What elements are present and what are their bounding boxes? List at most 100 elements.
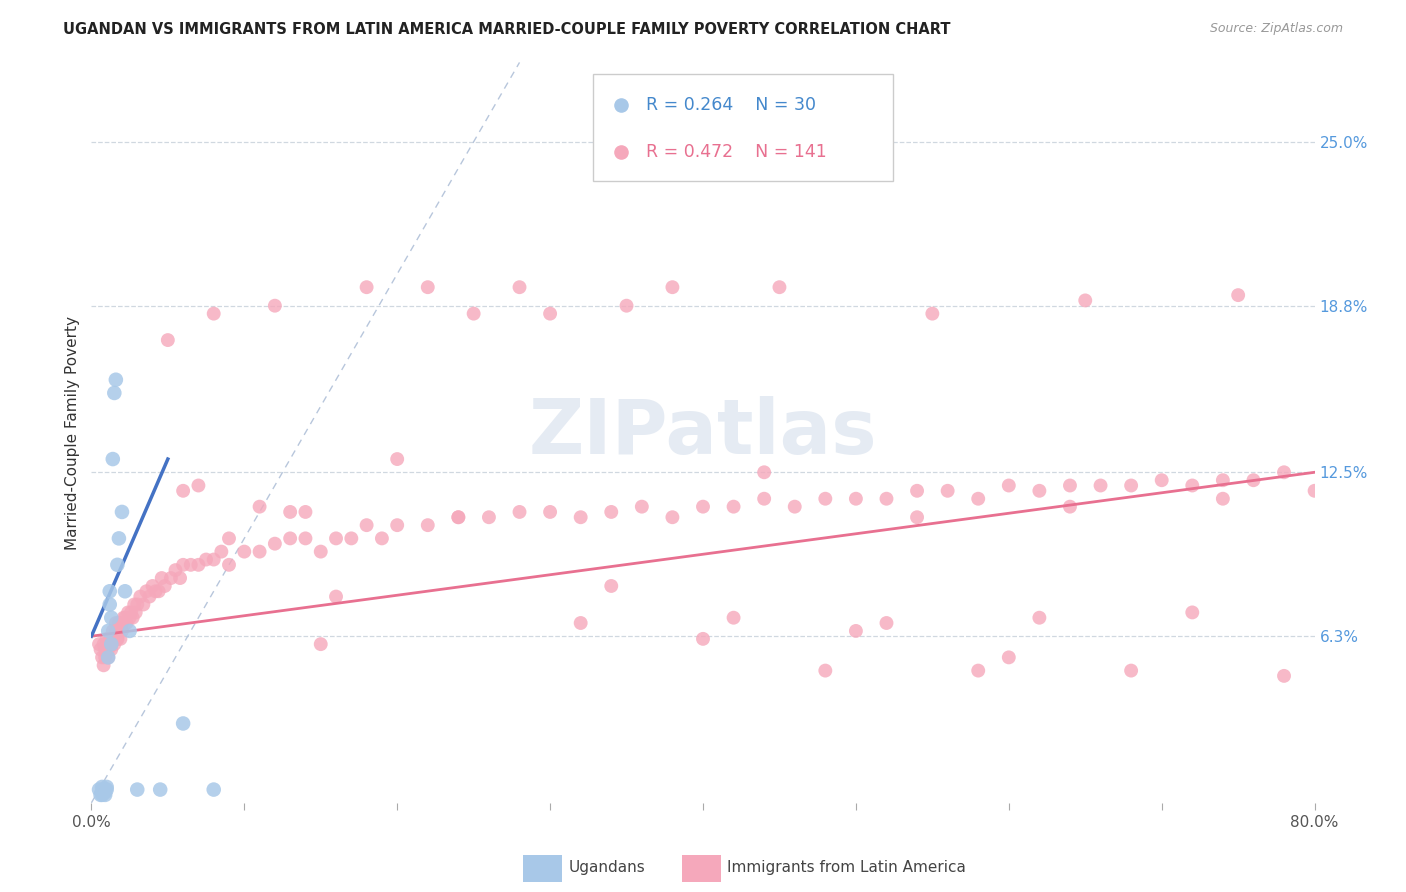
Point bbox=[97, 624, 120, 638]
Point bbox=[141, 579, 163, 593]
Point bbox=[98, 584, 121, 599]
Point bbox=[463, 307, 485, 321]
Point bbox=[356, 280, 378, 294]
Point bbox=[100, 642, 122, 657]
Point bbox=[754, 491, 776, 506]
Point bbox=[94, 650, 117, 665]
Point bbox=[111, 505, 134, 519]
Point bbox=[165, 563, 187, 577]
Point bbox=[616, 299, 638, 313]
Point bbox=[96, 782, 118, 797]
Point bbox=[294, 505, 316, 519]
Point bbox=[723, 610, 745, 624]
Point bbox=[905, 483, 928, 498]
Point bbox=[93, 637, 115, 651]
Point bbox=[921, 307, 943, 321]
Point bbox=[187, 558, 209, 572]
Point bbox=[325, 532, 347, 546]
Point bbox=[118, 610, 141, 624]
FancyBboxPatch shape bbox=[593, 73, 893, 181]
Point bbox=[91, 785, 114, 799]
Point bbox=[104, 373, 127, 387]
Point bbox=[87, 782, 110, 797]
Point bbox=[509, 505, 531, 519]
Point bbox=[783, 500, 806, 514]
Point bbox=[1181, 606, 1204, 620]
Point bbox=[1303, 483, 1326, 498]
Point bbox=[108, 615, 131, 630]
Point bbox=[1212, 491, 1234, 506]
Point bbox=[114, 610, 136, 624]
Point bbox=[101, 452, 124, 467]
Y-axis label: Married-Couple Family Poverty: Married-Couple Family Poverty bbox=[65, 316, 80, 549]
Point bbox=[96, 632, 118, 646]
Text: R = 0.472    N = 141: R = 0.472 N = 141 bbox=[645, 144, 827, 161]
Point bbox=[104, 624, 127, 638]
Point bbox=[814, 664, 837, 678]
Point bbox=[1272, 465, 1295, 479]
Point bbox=[150, 571, 173, 585]
FancyBboxPatch shape bbox=[682, 855, 721, 882]
Point bbox=[138, 590, 160, 604]
Point bbox=[416, 280, 439, 294]
Point bbox=[600, 505, 623, 519]
Text: Ugandans: Ugandans bbox=[568, 861, 645, 875]
Point bbox=[105, 624, 128, 638]
Point bbox=[905, 510, 928, 524]
Point bbox=[98, 598, 121, 612]
Point bbox=[94, 788, 117, 802]
Point bbox=[600, 579, 623, 593]
Point bbox=[101, 624, 124, 638]
Point bbox=[209, 544, 232, 558]
Point bbox=[309, 544, 332, 558]
Point bbox=[129, 590, 152, 604]
Point bbox=[127, 782, 149, 797]
Point bbox=[1227, 288, 1250, 302]
Point bbox=[104, 615, 127, 630]
Point bbox=[1212, 473, 1234, 487]
Point bbox=[100, 637, 122, 651]
Point bbox=[1059, 478, 1081, 492]
Point bbox=[661, 510, 683, 524]
Text: Immigrants from Latin America: Immigrants from Latin America bbox=[727, 861, 966, 875]
Point bbox=[936, 483, 959, 498]
Point bbox=[754, 465, 776, 479]
Point bbox=[91, 788, 114, 802]
FancyBboxPatch shape bbox=[523, 855, 562, 882]
Point bbox=[631, 500, 654, 514]
Point bbox=[845, 624, 868, 638]
Point bbox=[93, 785, 115, 799]
Text: UGANDAN VS IMMIGRANTS FROM LATIN AMERICA MARRIED-COUPLE FAMILY POVERTY CORRELATI: UGANDAN VS IMMIGRANTS FROM LATIN AMERICA… bbox=[63, 22, 950, 37]
Point bbox=[845, 491, 868, 506]
Point bbox=[98, 637, 121, 651]
Point bbox=[1074, 293, 1097, 308]
Point bbox=[96, 637, 118, 651]
Point bbox=[145, 584, 167, 599]
Point bbox=[94, 785, 117, 799]
Point bbox=[1243, 473, 1265, 487]
Point bbox=[385, 452, 409, 467]
Point bbox=[160, 571, 183, 585]
Point bbox=[108, 532, 131, 546]
Point bbox=[233, 544, 256, 558]
Point bbox=[97, 650, 120, 665]
Point bbox=[202, 782, 225, 797]
Point bbox=[202, 307, 225, 321]
Point bbox=[569, 615, 592, 630]
Point bbox=[90, 788, 112, 802]
Point bbox=[180, 558, 202, 572]
Point bbox=[100, 637, 122, 651]
Point bbox=[340, 532, 363, 546]
Point bbox=[294, 532, 316, 546]
Point bbox=[103, 386, 125, 401]
Point bbox=[967, 491, 990, 506]
Point bbox=[478, 510, 501, 524]
Point bbox=[105, 558, 128, 572]
Point bbox=[103, 632, 125, 646]
Point bbox=[195, 552, 218, 566]
Point bbox=[100, 610, 122, 624]
Point bbox=[93, 658, 115, 673]
Point bbox=[172, 716, 194, 731]
Point bbox=[264, 536, 287, 550]
Point bbox=[875, 491, 898, 506]
